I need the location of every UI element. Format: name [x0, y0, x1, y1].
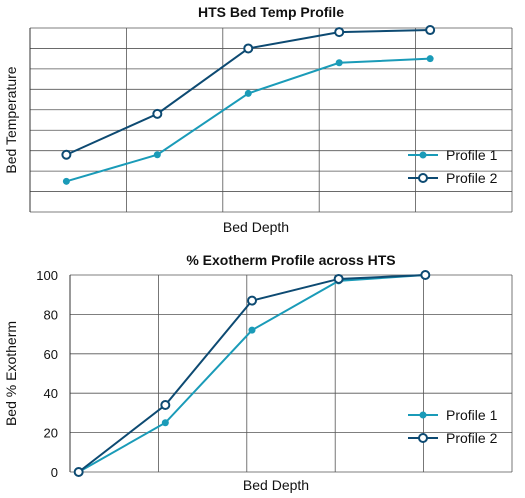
legend-label: Profile 2: [446, 430, 498, 446]
data-point: [335, 59, 343, 67]
legend-marker: [419, 411, 427, 419]
chart-title: % Exotherm Profile across HTS: [186, 252, 395, 268]
legend-label: Profile 1: [446, 147, 498, 163]
x-axis-label: Bed Depth: [223, 219, 289, 235]
data-point: [247, 295, 257, 306]
chart-1: HTS Bed Temp Profile Bed Depth Bed Tempera…: [3, 4, 513, 235]
data-point: [426, 55, 434, 63]
data-point: [61, 149, 72, 160]
y-tick-label: 100: [36, 268, 58, 283]
legend-marker: [418, 173, 428, 183]
data-point: [62, 177, 70, 185]
data-point: [244, 89, 252, 97]
legend: Profile 1 Profile 2: [408, 147, 498, 186]
legend-marker: [418, 433, 428, 443]
y-tick-label: 40: [44, 386, 58, 401]
y-tick-label: 20: [44, 426, 58, 441]
data-point: [333, 273, 344, 284]
y-tick-label: 80: [44, 307, 58, 322]
data-point: [161, 419, 169, 427]
legend-label: Profile 2: [446, 170, 498, 186]
data-point: [248, 326, 256, 334]
y-axis-label: Bed % Exotherm: [3, 321, 19, 426]
data-point: [73, 467, 84, 477]
series-line-1: [66, 57, 431, 183]
legend: Profile 1 Profile 2: [408, 407, 498, 446]
data-point: [153, 151, 161, 159]
data-point: [334, 27, 345, 38]
chart-title: HTS Bed Temp Profile: [198, 4, 344, 20]
y-tick-label: 0: [51, 465, 58, 480]
data-point: [152, 108, 163, 119]
x-axis-label: Bed Depth: [243, 477, 309, 493]
data-point: [420, 270, 431, 280]
y-axis-label: Bed Temperature: [3, 66, 19, 173]
legend-label: Profile 1: [446, 407, 498, 423]
chart-2: 0 20 40 60 80 100 % Exotherm Profile across HT…: [3, 252, 513, 493]
data-point: [425, 25, 436, 36]
data-point: [160, 400, 171, 411]
data-point: [243, 43, 254, 54]
legend-marker: [419, 151, 427, 159]
y-tick-label: 60: [44, 347, 58, 362]
